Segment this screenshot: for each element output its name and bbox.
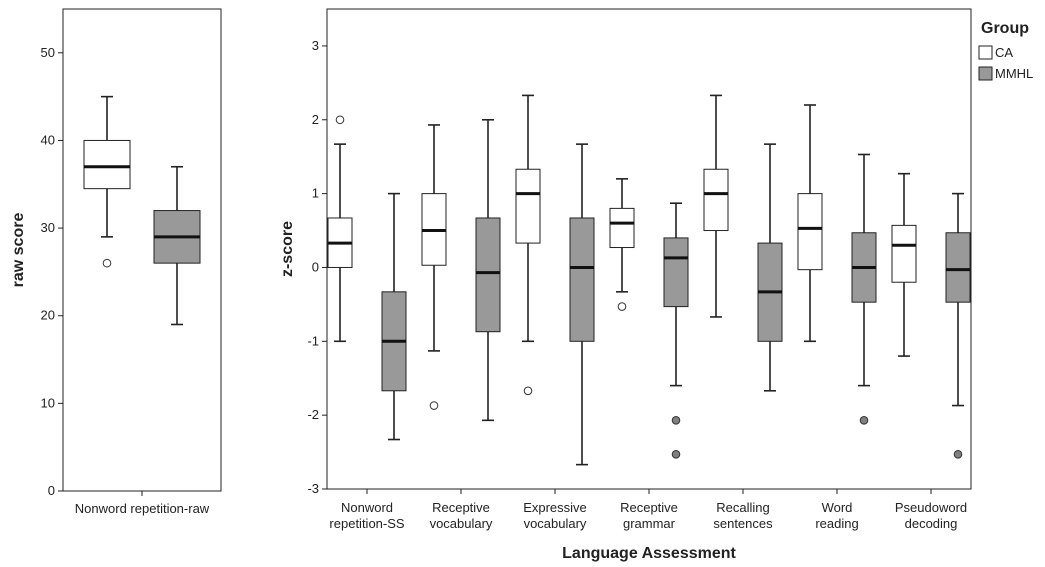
right-cat6-mmhl-outlier-0: [953, 449, 963, 459]
left-y-tick-label-4: 40: [41, 132, 55, 147]
legend: Group CA MMHL: [978, 20, 1033, 81]
right-x-category-label-1-line-1: vocabulary: [430, 516, 493, 531]
left-ca-outlier-0: [102, 258, 112, 268]
right-x-category-label-1-line-0: Receptive: [432, 500, 490, 515]
legend-label-ca: CA: [995, 45, 1013, 60]
right-cat3-mmhl-outlier-1: [671, 449, 681, 459]
right-y-tick-label-4: 1: [312, 186, 319, 201]
right-cat0-ca-outlier-0: [335, 115, 345, 125]
left-y-axis-title: raw score: [10, 213, 27, 288]
right-x-category-label-0-line-0: Nonword: [341, 500, 393, 515]
right-x-category-label-0: Nonword repetition-SS: [329, 500, 404, 531]
right-y-tick-label-0: -3: [307, 481, 319, 496]
right-x-category-label-3-line-1: grammar: [623, 516, 676, 531]
right-cat6-ca-box: [891, 224, 917, 283]
left-y-tick-label-5: 50: [41, 45, 55, 60]
left-x-category-label: Nonword repetition-raw: [75, 501, 210, 516]
left-y-tick-label-0: 0: [48, 483, 55, 498]
right-x-category-label-4-line-1: sentences: [713, 516, 773, 531]
right-cat3-ca-outlier-0: [617, 302, 627, 311]
left-y-tick-label-2: 20: [41, 308, 55, 323]
right-x-category-label-5: Word reading: [815, 500, 858, 531]
right-cat4-ca-box: [703, 168, 729, 232]
right-cat2-ca-outlier-0: [523, 386, 533, 396]
right-y-tick-label-5: 2: [312, 112, 319, 127]
right-cat1-mmhl-box: [475, 217, 501, 333]
right-x-category-label-2-line-1: vocabulary: [524, 516, 587, 531]
right-x-category-label-6: Pseudoword decoding: [895, 500, 967, 531]
legend-label-mmhl: MMHL: [995, 66, 1033, 81]
right-y-tick-label-2: -1: [307, 333, 319, 348]
right-cat3-mmhl-box: [663, 237, 689, 308]
right-cat3-ca-box: [609, 207, 635, 249]
right-x-category-label-2: Expressive vocabulary: [523, 500, 587, 531]
right-y-tick-label-6: 3: [312, 38, 319, 53]
right-cat3-mmhl-outlier-0: [671, 416, 681, 425]
right-cat1-ca-outlier-0: [429, 401, 439, 410]
right-y-tick-label-1: -2: [307, 407, 319, 422]
right-x-category-label-1: Receptive vocabulary: [430, 500, 493, 531]
right-x-category-label-2-line-0: Expressive: [523, 500, 587, 515]
left-y-tick-label-1: 10: [41, 395, 55, 410]
legend-swatch-mmhl: [978, 66, 993, 81]
right-x-axis-title: Language Assessment: [562, 545, 736, 562]
right-y-axis-title: z-score: [279, 221, 296, 277]
right-x-category-label-3: Receptive grammar: [620, 500, 678, 531]
right-cat2-mmhl-box: [569, 217, 595, 342]
right-x-category-label-5-line-1: reading: [815, 516, 858, 531]
right-cat5-ca-box: [797, 193, 823, 271]
legend-title: Group: [981, 20, 1029, 37]
right-x-category-label-3-line-0: Receptive: [620, 500, 678, 515]
right-panel: -3 -2 -1 0 1 2 3 z-score Language Assessment Nonw…: [279, 8, 972, 562]
legend-swatch-ca: [978, 45, 993, 60]
right-cat2-ca-box: [515, 168, 541, 244]
right-y-tick-label-3: 0: [312, 259, 319, 274]
left-y-tick-label-3: 30: [41, 220, 55, 235]
left-panel: 0 10 20 30 40 50 raw score Nonword repetition-r…: [10, 8, 222, 516]
right-x-category-label-4: Recalling sentences: [713, 500, 773, 531]
right-cat6-mmhl-box: [945, 232, 971, 303]
left-ca-box: [83, 139, 131, 190]
right-x-category-label-0-line-1: repetition-SS: [329, 516, 404, 531]
right-x-category-label-6-line-0: Pseudoword: [895, 500, 967, 515]
right-x-category-label-6-line-1: decoding: [905, 516, 958, 531]
right-x-category-label-4-line-0: Recalling: [716, 500, 769, 515]
right-x-category-label-5-line-0: Word: [822, 500, 853, 515]
right-cat5-mmhl-outlier-0: [859, 416, 869, 425]
